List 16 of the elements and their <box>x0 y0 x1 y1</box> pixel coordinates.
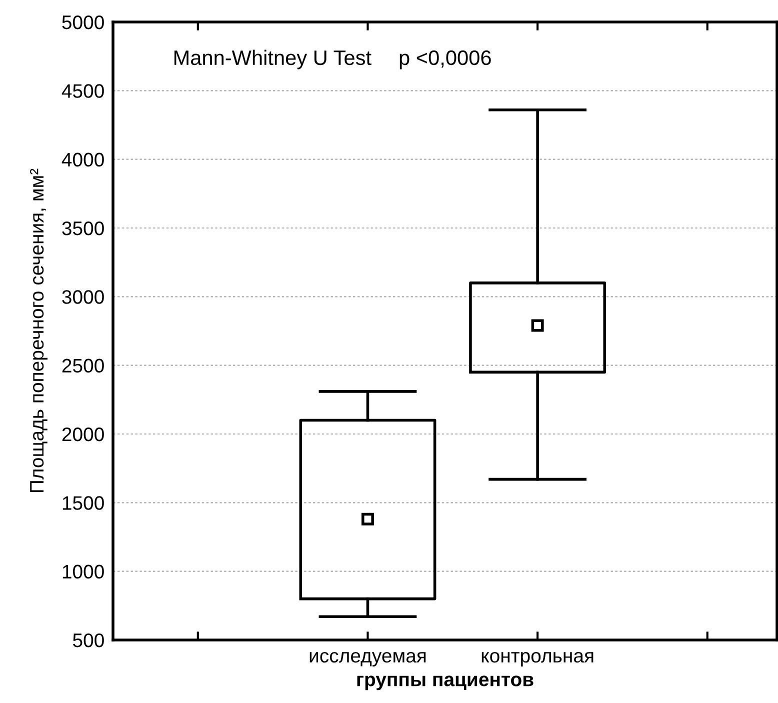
y-tick-label: 2500 <box>62 358 104 373</box>
annotation: Mann-Whitney U Test <box>174 50 372 70</box>
y-tick-label: 1000 <box>62 564 104 579</box>
x-tick-label: исследуемая <box>310 652 426 666</box>
y-tick-label: 5000 <box>62 15 104 30</box>
x-axis-title: группы пациентов <box>357 676 534 690</box>
y-tick-label: 500 <box>73 633 104 648</box>
y-axis-title: Площадь поперечного сечения, мм² <box>30 168 48 492</box>
y-tick-label: 4000 <box>62 152 104 167</box>
y-tick-label: 2000 <box>62 427 104 442</box>
annotation: p <0,0006 <box>400 50 491 70</box>
y-tick-label: 4500 <box>62 84 104 98</box>
y-tick-label: 1500 <box>62 496 104 510</box>
x-tick-label: контрольная <box>482 652 594 666</box>
y-tick-label: 3500 <box>62 221 104 236</box>
y-tick-label: 3000 <box>62 290 104 304</box>
